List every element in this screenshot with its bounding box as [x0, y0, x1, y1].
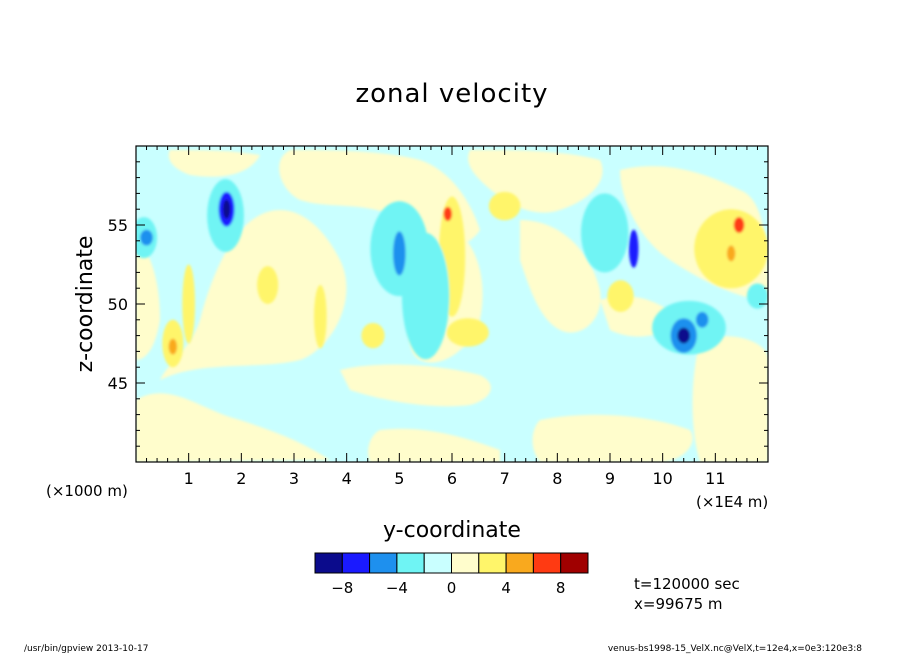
contour-region [726, 245, 736, 262]
plot-area [136, 146, 768, 462]
velocity-contours [136, 179, 768, 368]
x-tick-label: 7 [500, 469, 510, 488]
contour-region [677, 327, 691, 344]
contour-region [257, 266, 279, 304]
x-position-annotation: x=99675 m [634, 595, 723, 613]
colorbar-swatch [478, 552, 507, 574]
contour-region [695, 311, 709, 328]
contour-region [140, 229, 153, 246]
colorbar-swatch [505, 552, 534, 574]
y-axis-label: z-coordinate [73, 236, 98, 373]
x-tick-label: 8 [552, 469, 562, 488]
contour-region [393, 231, 406, 276]
contour-patch [168, 150, 260, 177]
contour-region [222, 199, 231, 219]
contour-patch [340, 364, 491, 407]
x-axis-units-left: (×1000 m) [46, 482, 128, 500]
x-tick-label: 5 [394, 469, 404, 488]
contour-region [733, 217, 745, 233]
y-tick-label: 45 [108, 374, 128, 393]
contour-region [443, 206, 452, 222]
contour-region [314, 285, 327, 349]
colorbar-swatch [369, 552, 398, 574]
x-axis-units-right: (×1E4 m) [696, 493, 768, 511]
colorbar-tick-label: −8 [331, 579, 353, 597]
colorbar-tick-label: 0 [447, 579, 457, 597]
contour-region [607, 280, 634, 312]
x-tick-label: 9 [605, 469, 615, 488]
colorbar-swatch [560, 552, 589, 574]
colorbar-tick-label: 4 [501, 579, 511, 597]
contour-patch [136, 240, 160, 360]
y-axis: 45 50 55 [108, 145, 768, 463]
contour-patch [279, 150, 480, 246]
contour-patch [136, 393, 330, 462]
contour-region [446, 318, 489, 347]
contour-region [401, 232, 450, 360]
chart-title: zonal velocity [355, 79, 548, 109]
contour-region [628, 229, 639, 268]
colorbar-swatch [532, 552, 562, 574]
x-tick-label: 3 [289, 469, 299, 488]
y-tick-label: 55 [108, 216, 128, 235]
contour-patch [532, 414, 693, 462]
x-tick-label: 6 [447, 469, 457, 488]
contour-region [581, 193, 629, 273]
colorbar-tick-label: 8 [556, 579, 566, 597]
x-tick-label: 2 [236, 469, 246, 488]
contour-region [168, 338, 178, 355]
near-zero-patches [136, 150, 768, 462]
footer-program: /usr/bin/gpview 2013-10-17 [24, 644, 148, 654]
x-tick-label: 1 [184, 469, 194, 488]
contour-patch [520, 220, 601, 333]
y-tick-label: 50 [108, 295, 128, 314]
contour-patch [692, 336, 768, 462]
x-tick-label: 10 [652, 469, 672, 488]
contour-patch [160, 210, 347, 380]
contour-region [182, 264, 195, 344]
x-axis: 1 2 3 4 5 6 7 8 9 10 11 [135, 146, 769, 488]
colorbar: −8 −4 0 4 8 [314, 552, 589, 597]
x-tick-label: 4 [342, 469, 352, 488]
contour-region [746, 283, 768, 309]
contour-region [361, 322, 385, 349]
colorbar-swatch [451, 552, 480, 574]
contour-region [488, 191, 521, 221]
colorbar-tick-label: −4 [386, 579, 408, 597]
x-axis-label: y-coordinate [383, 518, 521, 543]
time-annotation: t=120000 sec [634, 575, 740, 593]
colorbar-swatch [341, 552, 371, 574]
x-tick-label: 11 [705, 469, 725, 488]
colorbar-swatch [396, 552, 425, 574]
colorbar-swatch [314, 552, 343, 574]
colorbar-swatch [423, 552, 453, 574]
contour-patch [368, 428, 500, 462]
footer-source: venus-bs1998-15_VelX.nc@VelX,t=12e4,x=0e… [608, 644, 862, 654]
